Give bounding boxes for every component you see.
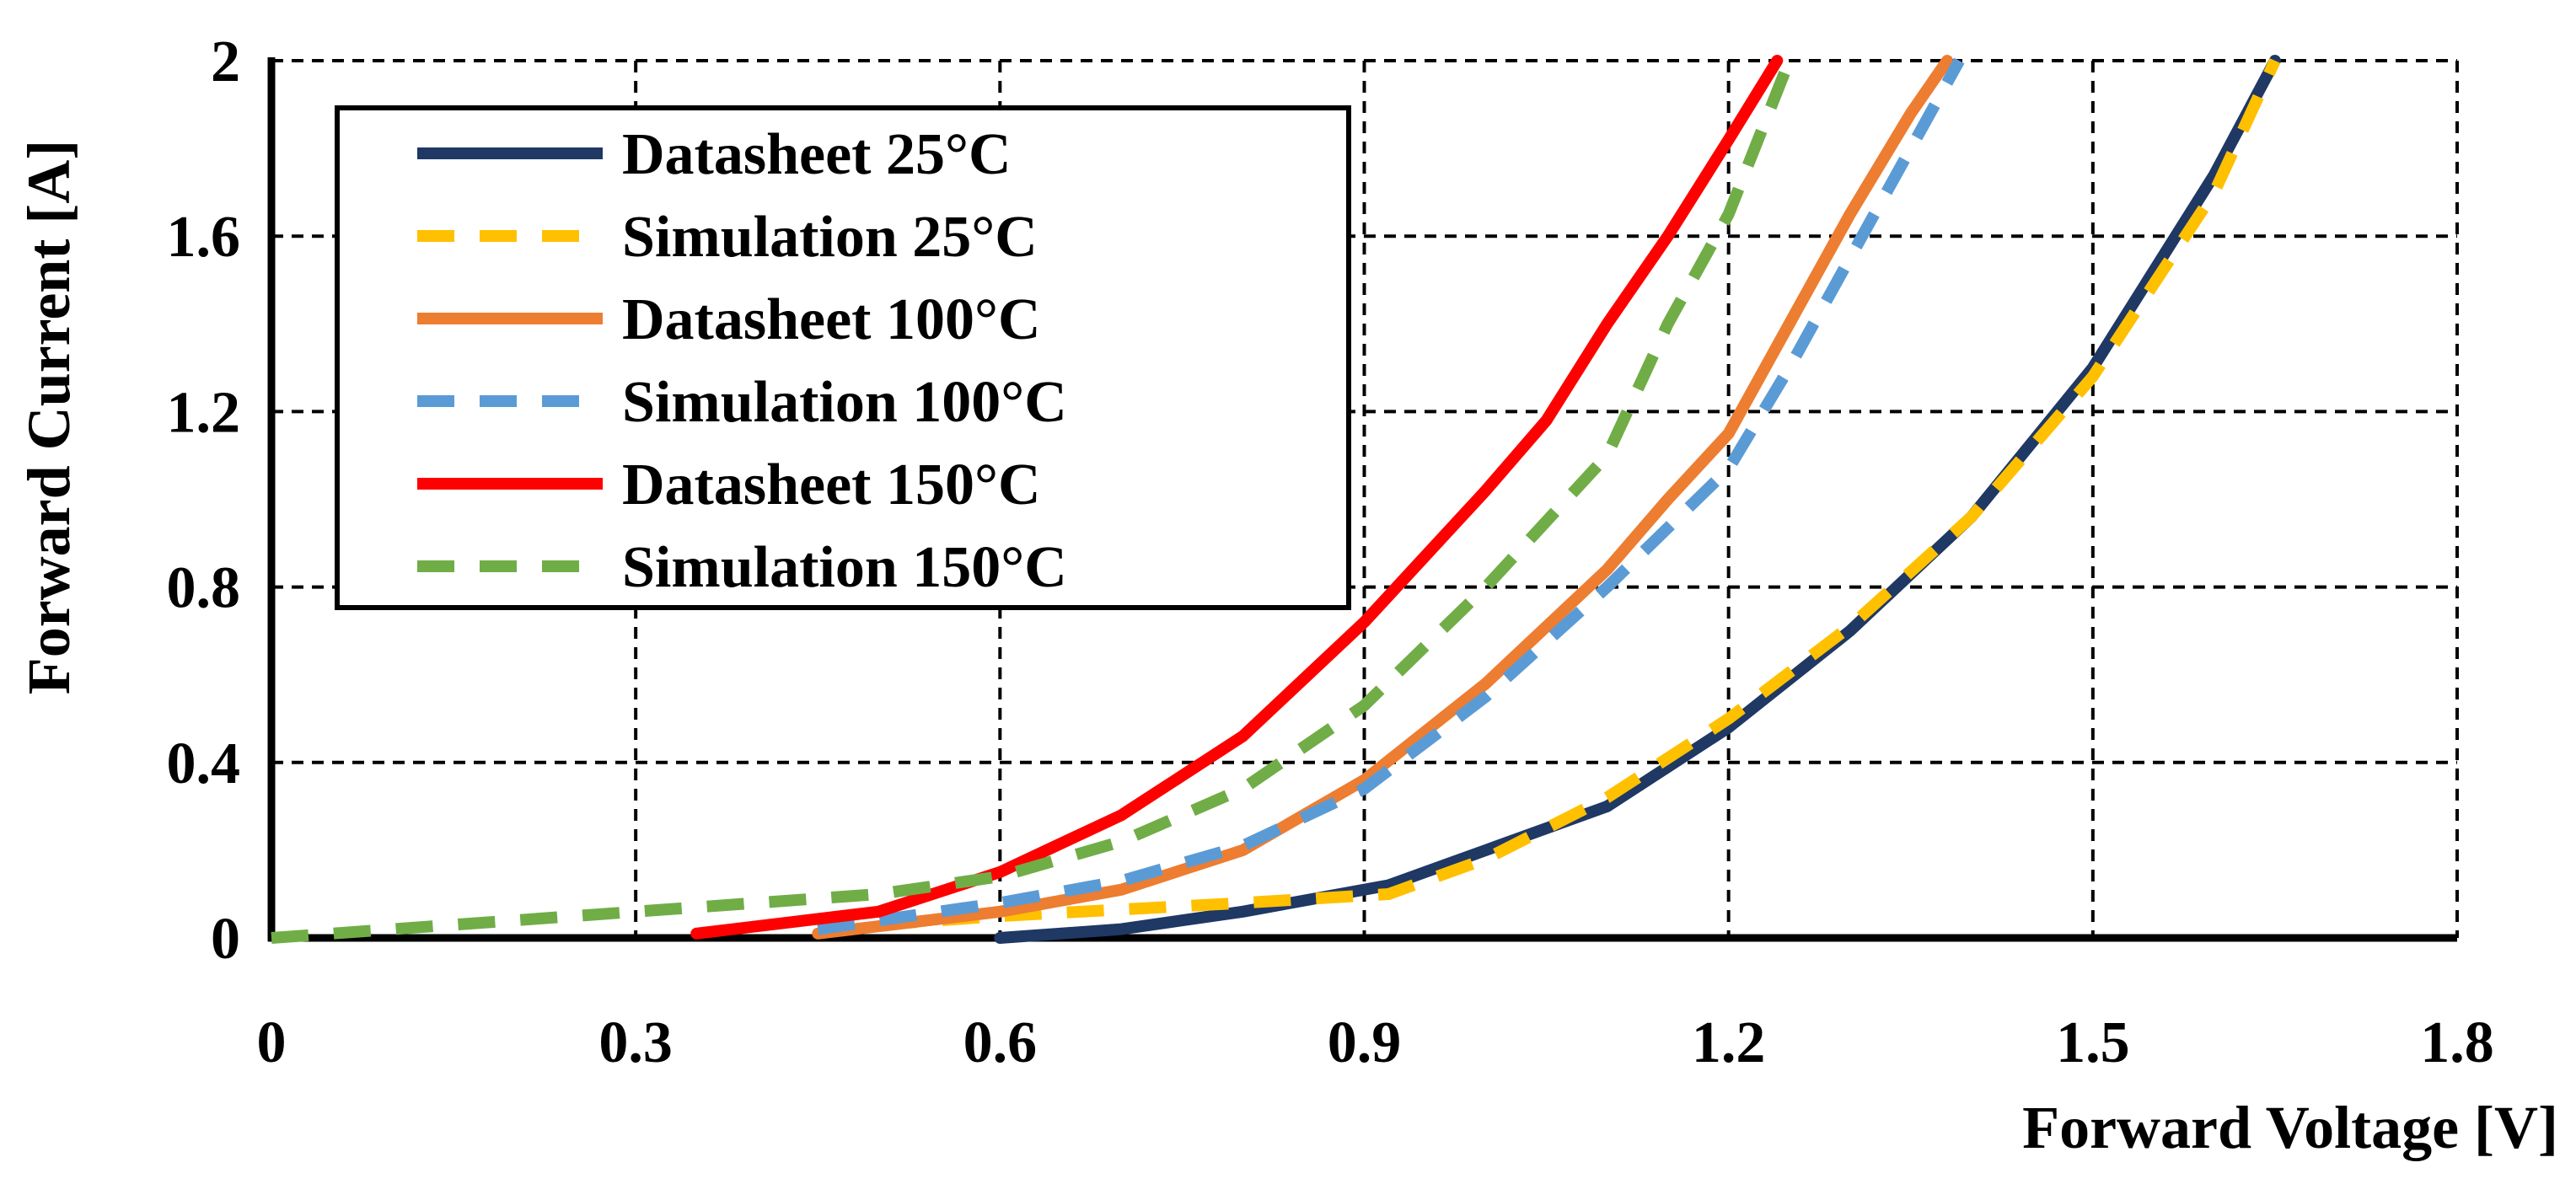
- legend-label-simulation-25c: Simulation 25°C: [622, 205, 1038, 270]
- y-tick-label: 0: [211, 907, 240, 972]
- series-line-simulation-25c: [817, 58, 2281, 935]
- y-tick-label: 0.8: [167, 556, 241, 621]
- y-tick-label: 1.6: [167, 205, 241, 270]
- legend-label-simulation-100c: Simulation 100°C: [622, 370, 1067, 435]
- legend-label-datasheet-100c: Datasheet 100°C: [622, 287, 1041, 352]
- legend-label-simulation-150c: Simulation 150°C: [622, 535, 1067, 600]
- x-axis-title: Forward Voltage [V]: [2022, 1094, 2558, 1161]
- x-tick-label: 0.3: [598, 1010, 673, 1075]
- axes: [267, 57, 2457, 942]
- y-tick-label: 2: [211, 29, 240, 94]
- x-tick-label: 1.8: [2420, 1010, 2494, 1075]
- series-line-simulation-150c: [271, 58, 1795, 944]
- legend-label-datasheet-25c: Datasheet 25°C: [622, 122, 1012, 187]
- series-lines: [271, 55, 2281, 944]
- x-tick-label: 0: [257, 1010, 287, 1075]
- series-line-simulation-100c: [817, 57, 1965, 935]
- series-line-datasheet-100c: [812, 55, 1953, 940]
- y-tick-label: 1.2: [167, 380, 241, 445]
- legend-box: [335, 105, 1351, 610]
- y-tick-label: 0.4: [167, 731, 241, 796]
- x-tick-label: 1.5: [2056, 1010, 2130, 1075]
- legend-label-datasheet-150c: Datasheet 150°C: [622, 453, 1041, 517]
- x-tick-label: 1.2: [1692, 1010, 1766, 1075]
- y-axis-title: Forward Current [A]: [15, 140, 83, 695]
- tick-labels: 0 0.3 0.6 0.9 1.2 1.5 1.8 0 0.4 0.8 1.2 1.6 2: [167, 29, 2494, 1075]
- x-tick-label: 0.6: [963, 1010, 1038, 1075]
- x-tick-label: 0.9: [1328, 1010, 1402, 1075]
- legend: Datasheet 25°C Simulation 25°C Datasheet 1…: [335, 105, 1351, 610]
